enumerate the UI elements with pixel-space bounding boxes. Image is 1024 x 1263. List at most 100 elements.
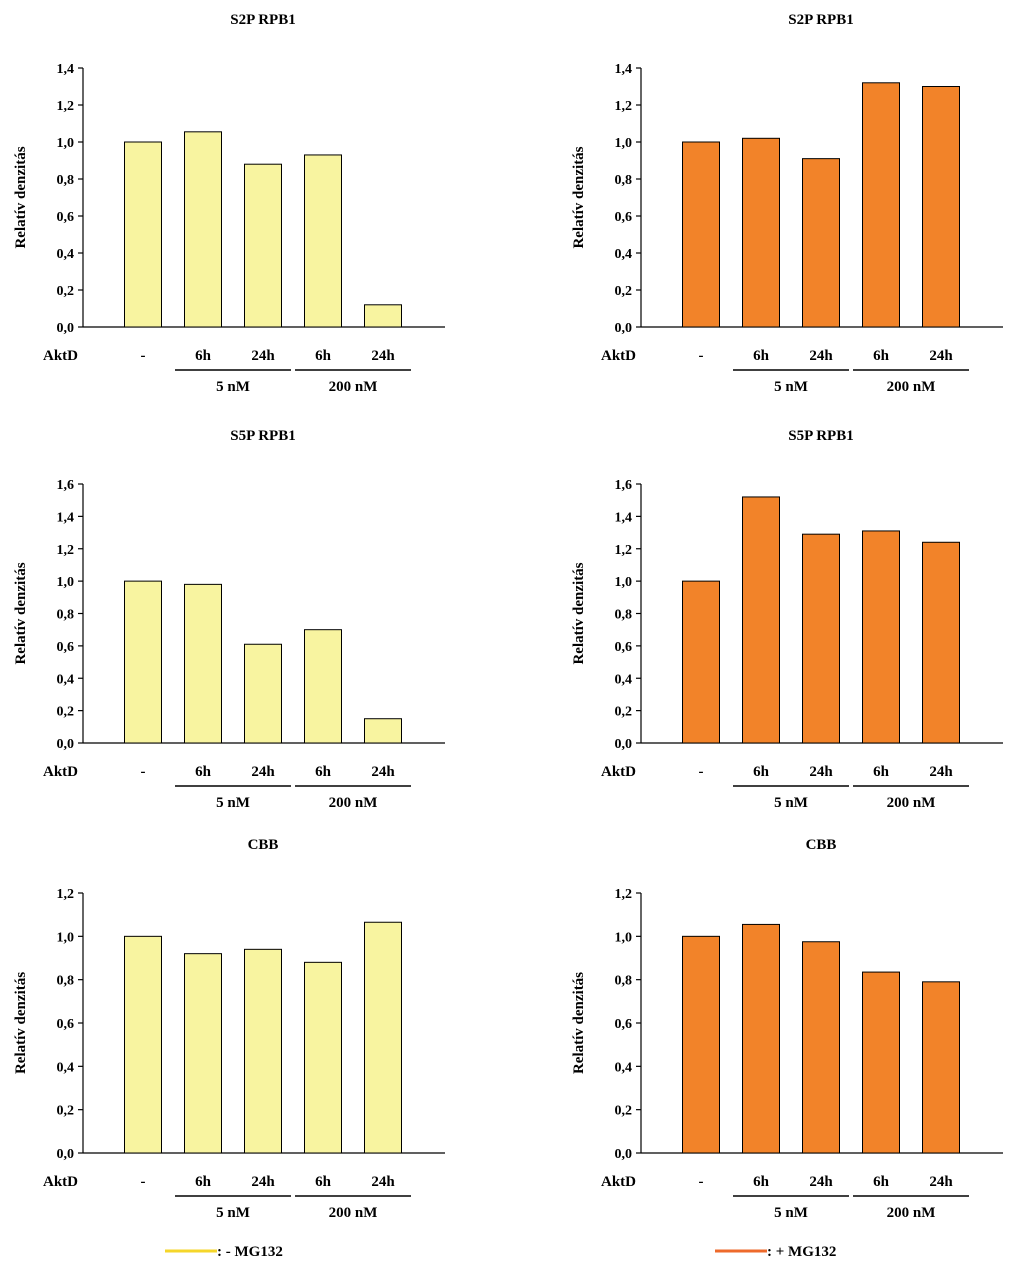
y-tick-label: 0,0	[57, 1147, 75, 1162]
bar	[124, 580, 162, 744]
chart-title: S2P RPB1	[230, 12, 295, 28]
y-tick-label: 0,6	[57, 640, 75, 655]
y-tick-label: 0,0	[615, 737, 633, 752]
y-axis-label: Relatív denzitás	[13, 972, 29, 1074]
bar	[124, 935, 162, 1154]
x-tick-label: -	[699, 764, 704, 780]
x-tick-label: 6h	[873, 1174, 890, 1190]
y-tick-label: 0,0	[615, 1147, 633, 1162]
bar	[184, 953, 222, 1154]
x-tick-label: 24h	[371, 348, 395, 364]
y-tick-label: 0,8	[57, 173, 75, 188]
x-tick-label: -	[699, 348, 704, 364]
bar	[742, 137, 780, 328]
x-tick-label: -	[141, 1174, 146, 1190]
y-tick-label: 1,4	[57, 510, 75, 525]
x-tick-label: 6h	[315, 764, 332, 780]
x-tick-label: 24h	[371, 764, 395, 780]
x-tick-label: -	[141, 348, 146, 364]
y-tick-label: 1,2	[615, 543, 633, 558]
bar	[364, 718, 402, 744]
x-tick-label: 24h	[809, 1174, 833, 1190]
y-tick-label: 0,4	[615, 1060, 633, 1075]
aktd-row-label: AktD	[601, 764, 636, 780]
legend-item-2: : + MG132	[715, 1244, 836, 1260]
x-tick-label: 24h	[371, 1174, 395, 1190]
chart-title: S5P RPB1	[230, 428, 295, 444]
legend-label: : - MG132	[217, 1244, 283, 1260]
y-tick-label: 0,6	[615, 210, 633, 225]
aktd-row-label: AktD	[601, 1174, 636, 1190]
x-tick-label: 24h	[929, 1174, 953, 1190]
y-tick-label: 1,2	[57, 887, 75, 902]
legend-label: : + MG132	[767, 1244, 836, 1260]
chart-panel-5: CBB Relatív denzitás 0,0 0,2 0,4 0,6 0,8 1,0 1,2…	[13, 837, 445, 1221]
group-label: 5 nM	[774, 379, 808, 395]
y-tick-label: 0,4	[57, 1060, 75, 1075]
bar	[742, 923, 780, 1154]
y-tick-label: 1,0	[57, 136, 75, 151]
y-tick-label: 0,6	[615, 1017, 633, 1032]
y-tick-label: 0,2	[615, 705, 633, 720]
bar	[364, 304, 402, 328]
bar	[124, 141, 162, 328]
group-label: 200 nM	[887, 795, 936, 811]
y-tick-label: 0,8	[57, 974, 75, 989]
group-label: 200 nM	[329, 379, 378, 395]
y-tick-label: 0,4	[615, 672, 633, 687]
x-tick-label: 24h	[251, 764, 275, 780]
bar	[802, 158, 840, 328]
x-tick-label: 6h	[315, 1174, 332, 1190]
bar	[862, 971, 900, 1154]
y-tick-label: 0,4	[615, 247, 633, 262]
y-tick-label: 0,4	[57, 247, 75, 262]
y-tick-label: 0,0	[57, 737, 75, 752]
bar	[742, 496, 780, 744]
x-tick-label: 24h	[809, 764, 833, 780]
y-tick-label: 1,4	[615, 510, 633, 525]
chart-panel-3: S5P RPB1 Relatív denzitás 0,0 0,2 0,4 0,6 0,8 1…	[13, 428, 445, 811]
bar	[184, 583, 222, 744]
y-tick-label: 0,2	[57, 705, 75, 720]
y-tick-label: 1,2	[57, 543, 75, 558]
group-label: 5 nM	[774, 795, 808, 811]
chart-title: CBB	[806, 837, 837, 853]
group-label: 200 nM	[887, 1205, 936, 1221]
y-tick-label: 0,8	[615, 173, 633, 188]
y-tick-label: 1,6	[615, 478, 633, 493]
chart-panel-6: CBB Relatív denzitás 0,0 0,2 0,4 0,6 0,8 1,0 1,2…	[571, 837, 1003, 1221]
y-tick-label: 1,4	[57, 62, 75, 77]
aktd-row-label: AktD	[43, 348, 78, 364]
bar	[682, 141, 720, 328]
y-tick-label: 0,8	[615, 974, 633, 989]
y-tick-label: 0,6	[57, 1017, 75, 1032]
bar	[304, 154, 342, 328]
chart-title: CBB	[248, 837, 279, 853]
group-label: 5 nM	[774, 1205, 808, 1221]
y-tick-label: 0,8	[615, 608, 633, 623]
bar	[364, 921, 402, 1154]
bar	[682, 935, 720, 1154]
x-tick-label: 24h	[251, 348, 275, 364]
bar	[862, 82, 900, 328]
y-tick-label: 0,2	[57, 284, 75, 299]
y-axis-label: Relatív denzitás	[571, 562, 587, 664]
y-tick-label: 1,0	[57, 575, 75, 590]
x-tick-label: 24h	[929, 764, 953, 780]
group-label: 200 nM	[329, 795, 378, 811]
x-tick-label: 24h	[251, 1174, 275, 1190]
chart-panel-4: S5P RPB1 Relatív denzitás 0,0 0,2 0,4 0,6 0,8 1…	[571, 428, 1003, 811]
y-tick-label: 1,0	[615, 930, 633, 945]
y-tick-label: 0,6	[57, 210, 75, 225]
y-tick-label: 1,6	[57, 478, 75, 493]
x-tick-label: 24h	[809, 348, 833, 364]
x-tick-label: 6h	[195, 764, 212, 780]
bar	[184, 131, 222, 328]
y-tick-label: 0,4	[57, 672, 75, 687]
aktd-row-label: AktD	[43, 764, 78, 780]
y-tick-label: 0,2	[615, 1104, 633, 1119]
group-label: 5 nM	[216, 379, 250, 395]
x-tick-label: -	[699, 1174, 704, 1190]
x-tick-label: 6h	[873, 764, 890, 780]
